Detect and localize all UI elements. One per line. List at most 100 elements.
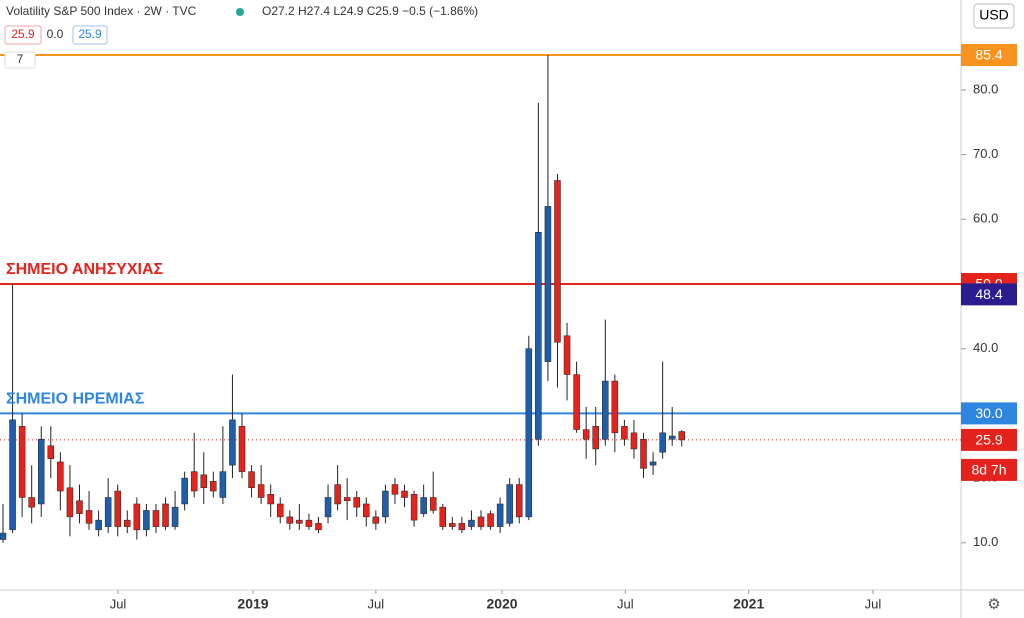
level-name: ΣΗΜΕΙΟ ΗΡΕΜΙΑΣ [6,391,145,408]
candle-body [334,484,341,505]
marker-label-box [961,283,1017,306]
candle-body [630,432,638,450]
countdown: 8d 7h [971,462,1006,478]
y-tick-label: 70.0 [973,146,998,161]
x-tick-label: Jul [865,596,882,611]
y-tick-label: 10.0 [973,534,998,549]
candle-body [602,380,609,440]
currency-button[interactable] [973,3,1015,29]
currency[interactable]: USD [979,7,1009,23]
candle-body [181,477,188,505]
candle-body [573,374,580,430]
marker-label: 48.4 [975,286,1002,302]
candle-body [162,503,169,527]
candle-body [544,206,552,362]
candle-body [47,445,55,459]
candle-body [315,523,322,531]
candle-body [668,435,676,440]
candle-body [506,484,513,524]
candle-body [133,503,141,531]
candle-body [563,335,571,375]
candle-body [468,519,475,527]
candle-body [410,494,418,521]
candle-body [554,180,561,343]
ohlc-text: O27.2 H27.4 L24.9 C25.9 −0.5 (−1.86%) [262,4,478,18]
x-tick-label: Jul [617,596,634,611]
candle-body [592,426,599,450]
candle-body [640,439,647,469]
countdown-box [961,458,1017,481]
candle-body [0,532,7,540]
plot [0,53,961,543]
candle-body [9,419,16,531]
candle-body [621,426,628,440]
level-label-box [961,43,1017,66]
indicator-value: 0.0 [47,27,64,41]
candle-body [114,490,121,527]
x-tick-label: 2021 [733,596,764,612]
candle-body [372,516,380,524]
indicator-value: 25.9 [78,27,102,41]
candle-body [515,484,523,518]
candle-body [382,490,389,518]
candle-body [420,497,427,514]
indicator-count[interactable]: 7 [17,52,24,66]
candle-body [37,439,45,505]
candle-body [57,461,64,492]
candle-body [305,519,313,527]
candle-body [449,523,456,527]
candle-body [678,431,686,441]
candle-body [324,497,332,518]
candle-body [124,519,131,527]
candle-body [257,484,265,498]
candle-body [487,513,494,527]
level-label: 25.9 [975,432,1002,448]
candle-body [95,519,102,531]
settings-icon[interactable]: ⚙ [987,596,1000,613]
collapse-button[interactable] [4,51,36,69]
candle-body [143,510,150,531]
candle-body [525,348,533,518]
candle-body [85,510,93,524]
indicator-box [72,25,108,45]
candle-body [496,503,504,527]
candle-body [458,523,466,531]
candle-body [477,516,485,527]
candle-body [66,487,74,518]
candle-body [152,510,160,527]
candle-body [391,484,399,495]
candle-body [611,380,619,434]
indicator-value: 25.9 [11,27,35,41]
candle-body [219,471,227,498]
candle-body [659,432,666,453]
candle-body [401,490,408,498]
candle-body [238,426,246,472]
candle-body [649,461,657,466]
candle-body [76,500,83,514]
candle-body [248,471,255,489]
candle-body [429,497,437,511]
candle-body [286,516,294,524]
x-tick-label: Jul [368,596,385,611]
status-dot [236,8,244,16]
chart-title: Volatility S&P 500 Index · 2W · TVC [6,4,197,18]
candle-body [28,497,35,508]
candle-body [582,429,590,440]
level-label-box [961,402,1017,425]
candle-body [171,506,179,527]
y-tick-label: 60.0 [973,211,998,226]
candle-body [535,231,542,440]
level-label: 30.0 [975,405,1002,421]
candle-body [296,519,303,524]
candle-body [104,497,112,527]
level-name: ΣΗΜΕΙΟ ΑΝΗΣΥΧΙΑΣ [6,261,164,278]
candle-body [363,503,370,518]
candle-body [210,481,217,492]
candle-body [353,497,360,508]
candle-body [276,503,284,518]
level-label: 85.4 [975,47,1002,63]
candle-body [200,474,208,489]
x-tick-label: 2019 [237,596,268,612]
candle-body [439,506,447,527]
